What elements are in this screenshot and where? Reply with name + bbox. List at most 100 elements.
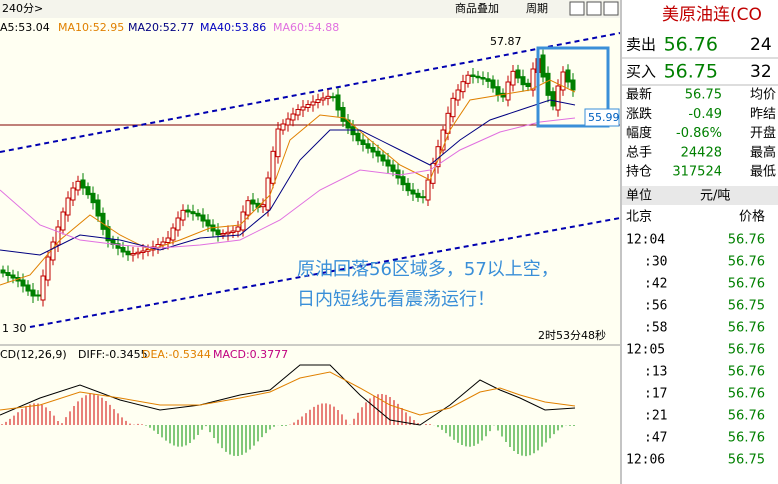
channel-upper [0,32,621,153]
candle-body [390,164,396,172]
candle-body [555,85,561,111]
candle-body [75,180,81,191]
candle-body [30,289,36,297]
price-box-label: 55.99 [588,111,620,124]
candle-body [200,214,206,222]
price-box [584,108,620,127]
candle-body [5,272,11,276]
quote-extra: 均价 [750,88,776,103]
candle-body [220,233,226,236]
dea: DEA:-0.5344 [142,348,211,361]
candle-body [285,118,291,126]
candle-body [270,150,276,184]
candle-body [90,192,96,204]
unit-band [622,186,778,205]
quote-panel [620,0,778,484]
tick-time: :13 [644,365,667,380]
candle-body [505,81,511,101]
col-price: 价格 [739,209,765,225]
quote-label: 最新 [626,87,652,103]
candle-body [305,104,311,108]
ma5: A5:53.04 [0,21,50,34]
ma40: MA40:53.86 [200,21,266,34]
candle-body [495,86,501,96]
candle-body [405,182,411,192]
tick-time: :21 [644,409,667,424]
tick-price: 56.76 [728,343,765,358]
candle-body [140,250,146,253]
nav-buttons[interactable] [569,1,619,16]
candle-body [300,106,306,111]
candle-body [290,113,296,121]
candle-body [135,251,141,255]
quote-label: 总手 [626,145,652,160]
ma10-line [0,79,576,286]
candle-body [565,69,571,83]
quote-extra: 开盘 [750,125,776,141]
candle-body [480,77,486,80]
candle-body [250,199,256,205]
macd-value: MACD:0.3777 [213,348,288,361]
candle-body [240,211,246,231]
candle-body [510,70,516,86]
candle-body [100,212,106,230]
candle-body [370,147,376,153]
tick-time: :17 [644,387,667,402]
candle-body [445,112,451,134]
tick-time: :30 [644,255,667,270]
candle-body [540,54,546,78]
tick-time: :56 [644,299,667,314]
channel-lower [29,217,621,328]
candle-body [450,97,456,118]
quote-label: 卖出 [626,36,656,54]
quote-extra: 昨结 [750,107,776,122]
candle-body [320,97,326,101]
candle-body [225,231,231,235]
candle-body [115,243,121,249]
candle-body [60,211,66,231]
quote-extra: 32 [750,62,772,82]
candle-body [545,72,551,96]
annotation: 日内短线先看震荡运行！ [297,289,495,310]
candle-body [460,81,466,93]
candle-body [520,76,526,86]
candle-body [350,126,356,136]
ma10: MA10:52.95 [58,21,124,34]
ma20: MA20:52.77 [128,21,194,34]
candle-body [330,96,336,99]
candle-body [160,241,166,246]
candle-body [425,179,431,201]
high-label: 57.87 [490,35,522,48]
quote-value: -0.49 [688,107,722,122]
period[interactable]: 240分> [2,2,43,15]
candle-body [335,94,341,111]
candle-body [40,275,46,301]
candle-body [365,143,371,149]
candle-body [525,82,531,88]
candle-body [315,99,321,103]
candle-body [10,274,16,279]
countdown: 2时53分48秒 [538,328,606,342]
candles [0,49,576,307]
period-button[interactable]: 周期 [526,2,548,15]
tick-price: 56.76 [728,277,765,292]
candle-body [0,269,6,274]
overlay-button[interactable]: 商品叠加 [455,1,499,15]
tick-time: 12:06 [626,453,665,468]
candle-body [550,91,556,107]
candle-body [340,107,346,122]
tick-price: 56.76 [728,233,765,248]
quote-value: -0.86% [676,126,722,141]
candle-body [395,169,401,179]
candle-body [415,192,421,198]
candle-body [125,250,131,256]
candle-body [20,279,26,287]
tick-time: :47 [644,431,667,446]
quote-label: 持仓 [626,165,652,180]
tick-price: 56.75 [728,299,765,314]
chart-bg [0,0,620,484]
candle-body [265,177,271,211]
candle-body [470,74,476,77]
tick-price: 56.76 [728,255,765,270]
